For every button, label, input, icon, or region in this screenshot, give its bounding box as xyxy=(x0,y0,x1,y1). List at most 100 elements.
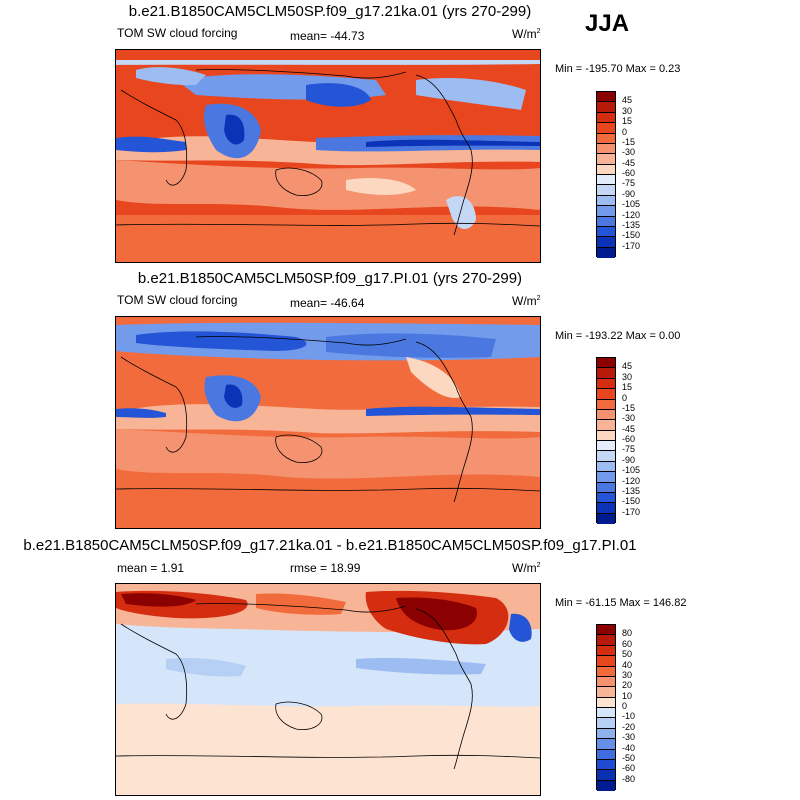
colorbar-cell xyxy=(597,164,615,175)
colorbar-tick-label: -135 xyxy=(622,485,641,496)
panel-title: b.e21.B1850CAM5CLM50SP.f09_g17.PI.01 (yr… xyxy=(137,270,523,287)
colorbar-cell xyxy=(597,175,615,186)
colorbar-cell xyxy=(597,195,615,207)
minmax-label: Min = -61.15 Max = 146.82 xyxy=(555,597,687,609)
colorbar-cell xyxy=(597,461,615,473)
colorbar-cell xyxy=(597,780,615,791)
colorbar-tick-label: -90 xyxy=(622,188,636,199)
units-label: W/m2 xyxy=(512,27,541,41)
colorbar-tick-label: 0 xyxy=(622,392,628,403)
colorbar-cell xyxy=(597,123,615,134)
units-label: W/m2 xyxy=(512,561,541,575)
field-label: TOM SW cloud forcing xyxy=(117,293,238,307)
colorbar-tick-label: -15 xyxy=(622,136,636,147)
minmax-label: Min = -193.22 Max = 0.00 xyxy=(555,330,681,342)
colorbar-tick-label: 10 xyxy=(622,690,633,701)
colorbar-cell xyxy=(597,368,615,379)
colorbar-tick-label: 50 xyxy=(622,649,633,660)
colorbar-tick-label: -105 xyxy=(622,199,641,210)
colorbar-cell xyxy=(597,92,615,103)
colorbar-cell xyxy=(597,676,615,688)
colorbar xyxy=(596,357,616,524)
colorbar-tick-label: -50 xyxy=(622,752,636,763)
colorbar-tick-label: 45 xyxy=(622,95,633,106)
colorbar-tick-label: 40 xyxy=(622,659,633,670)
colorbar-tick-label: -45 xyxy=(622,423,636,434)
units-label: W/m2 xyxy=(512,294,541,308)
colorbar xyxy=(596,624,616,791)
colorbar-tick-label: -75 xyxy=(622,444,636,455)
colorbar-tick-label: 45 xyxy=(622,361,633,372)
colorbar-cell xyxy=(597,697,615,708)
colorbar-cell xyxy=(597,472,615,483)
season-label: JJA xyxy=(585,10,630,37)
colorbar-cell xyxy=(597,635,615,646)
colorbar-cell xyxy=(597,143,615,155)
mean-label: mean= -44.73 xyxy=(290,29,365,43)
colorbar-cell xyxy=(597,430,615,441)
colorbar-tick-label: 30 xyxy=(622,105,633,116)
map-plot xyxy=(115,583,541,796)
colorbar-cell xyxy=(597,513,615,524)
map-plot xyxy=(115,316,541,529)
colorbar-tick-label: -20 xyxy=(622,721,636,732)
colorbar-cell xyxy=(597,226,615,238)
colorbar-tick-label: 0 xyxy=(622,126,628,137)
colorbar-cell xyxy=(597,441,615,452)
colorbar xyxy=(596,91,616,258)
colorbar-tick-label: -135 xyxy=(622,219,641,230)
colorbar-tick-label: -105 xyxy=(622,465,641,476)
colorbar-tick-label: 30 xyxy=(622,669,633,680)
colorbar-cell xyxy=(597,409,615,421)
colorbar-tick-label: 20 xyxy=(622,680,633,691)
colorbar-tick-label: 30 xyxy=(622,371,633,382)
colorbar-cell xyxy=(597,358,615,369)
colorbar-cell xyxy=(597,247,615,258)
colorbar-cell xyxy=(597,133,615,144)
mean-label: mean= -46.64 xyxy=(290,296,365,310)
colorbar-cell xyxy=(597,749,615,760)
colorbar-tick-label: -170 xyxy=(622,506,641,517)
panel-title: b.e21.B1850CAM5CLM50SP.f09_g17.21ka.01 (… xyxy=(128,3,532,20)
colorbar-tick-label: -150 xyxy=(622,230,641,241)
colorbar-cell xyxy=(597,718,615,729)
map-field xyxy=(116,584,540,795)
map-field xyxy=(116,317,540,528)
colorbar-cell xyxy=(597,687,615,698)
colorbar-tick-label: -40 xyxy=(622,742,636,753)
colorbar-tick-label: -90 xyxy=(622,454,636,465)
colorbar-tick-label: -45 xyxy=(622,157,636,168)
colorbar-cell xyxy=(597,154,615,165)
colorbar-cell xyxy=(597,206,615,217)
colorbar-tick-label: -60 xyxy=(622,434,636,444)
colorbar-tick-label: -170 xyxy=(622,240,641,251)
colorbar-cell xyxy=(597,112,615,124)
colorbar-cell xyxy=(597,666,615,677)
colorbar-cell xyxy=(597,216,615,227)
panel-title: b.e21.B1850CAM5CLM50SP.f09_g17.21ka.01 -… xyxy=(23,537,637,554)
colorbar-tick-label: -10 xyxy=(622,711,636,722)
colorbar-tick-label: -150 xyxy=(622,496,641,507)
colorbar-cell xyxy=(597,185,615,196)
colorbar-cell xyxy=(597,739,615,750)
colorbar-cell xyxy=(597,420,615,431)
colorbar-tick-label: 0 xyxy=(622,701,628,711)
colorbar-tick-label: -60 xyxy=(622,168,636,178)
map-plot xyxy=(115,49,541,263)
colorbar-cell xyxy=(597,503,615,514)
colorbar-tick-label: -30 xyxy=(622,413,636,424)
colorbar-cell xyxy=(597,102,615,113)
colorbar-cell xyxy=(597,389,615,400)
field-label: TOM SW cloud forcing xyxy=(117,26,238,40)
colorbar-cell xyxy=(597,451,615,462)
map-field xyxy=(116,50,540,262)
colorbar-cell xyxy=(597,645,615,657)
minmax-label: Min = -195.70 Max = 0.23 xyxy=(555,63,681,75)
colorbar-cell xyxy=(597,399,615,410)
colorbar-tick-label: -120 xyxy=(622,475,641,486)
colorbar-cell xyxy=(597,656,615,667)
colorbar-tick-label: 15 xyxy=(622,116,633,127)
colorbar-tick-label: -60 xyxy=(622,763,636,774)
colorbar-cell xyxy=(597,482,615,493)
colorbar-tick-label: -30 xyxy=(622,147,636,158)
